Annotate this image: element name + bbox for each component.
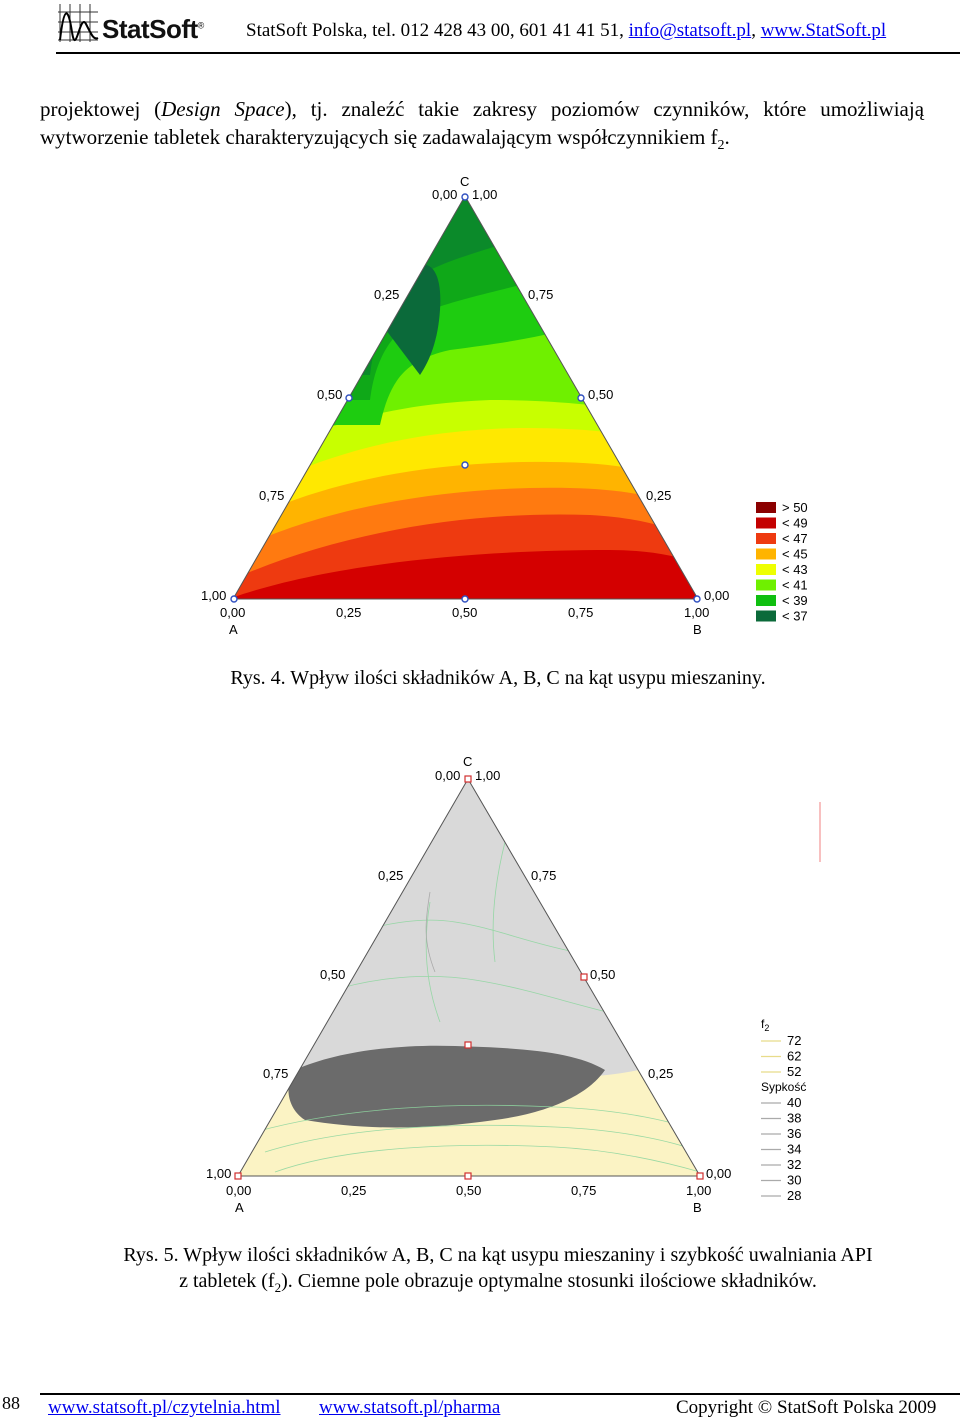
fig4-label-right-025: 0,25 [646,488,671,503]
fig5-label-bl-100: 1,00 [206,1166,231,1181]
fig4-label-left-025: 0,25 [374,287,399,302]
fig5-legend-sypkosc-label: 36 [787,1126,801,1141]
fig4-legend-label: < 37 [782,609,808,624]
fig5-tick-b075: 0,75 [571,1183,596,1198]
header-divider [56,52,960,54]
fig4-tick-b025: 0,25 [336,605,361,620]
fig5-label-right-075: 0,75 [531,868,556,883]
fig5-legend-title-f2: f2 [761,1017,769,1033]
fig4-legend-swatch [756,548,776,560]
fig4-legend-swatch [756,579,776,591]
figure-4-ternary-plot: C 0,00 1,00 0,25 0,75 0,50 0,50 0,75 0,2… [201,174,808,637]
fig4-legend-swatch [756,517,776,529]
fig4-legend-label: < 45 [782,547,808,562]
header-email-link[interactable]: info@statsoft.pl [628,20,752,41]
page-header: StatSoft® StatSoft Polska, tel. 012 428 … [0,0,960,62]
header-website-link[interactable]: www.StatSoft.pl [760,20,887,41]
intro-paragraph: projektowej (Design Space), tj. znaleźć … [40,97,925,154]
fig5-legend-title-sypkosc: Sypkość [761,1080,806,1094]
fig5-vertex-a: A [235,1200,244,1215]
fig5-legend-sypkosc-label: 40 [787,1095,801,1110]
fig4-label-br-000: 0,00 [704,588,729,603]
fig4-legend-label: < 49 [782,516,808,531]
fig5-legend-sypkosc-label: 30 [787,1173,801,1188]
fig5-vertex-c: C [463,754,472,769]
fig5-label-top-left: 0,00 [435,768,460,783]
figure-5-ternary-plot: C 0,00 1,00 0,25 0,75 0,50 0,50 0,75 0,2… [206,754,821,1215]
statsoft-logo-icon [58,4,99,42]
fig5-legend-sypkosc-label: 32 [787,1157,801,1172]
fig5-label-right-025: 0,25 [648,1066,673,1081]
fig4-tick-b100: 1,00 [684,605,709,620]
footer-pharma-link[interactable]: www.statsoft.pl/pharma [319,1397,501,1418]
fig5-label-left-075: 0,75 [263,1066,288,1081]
fig4-legend-swatch [756,533,776,544]
fig5-legend-sypkosc-label: 34 [787,1142,801,1157]
fig4-label-bl-100: 1,00 [201,588,226,603]
fig5-label-left-050: 0,50 [320,967,345,982]
fig4-label-right-050: 0,50 [588,387,613,402]
fig5-tick-b100: 1,00 [686,1183,711,1198]
fig4-legend-label: < 43 [782,562,808,577]
fig4-legend-swatch [756,610,776,622]
fig5-legend-sypkosc-label: 38 [787,1111,801,1126]
fig4-label-right-075: 0,75 [528,287,553,302]
fig4-legend-swatch [756,595,776,606]
fig4-legend-swatch [756,502,776,513]
fig5-tick-b000: 0,00 [226,1183,251,1198]
fig4-tick-b050: 0,50 [452,605,477,620]
fig4-legend-label: < 39 [782,593,808,608]
figure-5-caption-line1: Rys. 5. Wpływ ilości składników A, B, C … [123,1244,873,1266]
fig4-legend-label: < 47 [782,531,808,546]
fig5-legend-f2-label: 62 [787,1049,801,1064]
fig5-legend-f2-label: 72 [787,1033,801,1048]
header-contact: StatSoft Polska, tel. 012 428 43 00, 601… [246,20,887,41]
fig5-optimal-region [288,1045,605,1128]
fig4-vertex-c: C [460,174,469,189]
fig4-label-top-right: 1,00 [472,187,497,202]
fig5-label-left-025: 0,25 [378,868,403,883]
fig4-legend-label: > 50 [782,500,808,515]
fig4-legend: > 50< 49< 47< 45< 43< 41< 39< 37 [756,500,808,624]
fig4-legend-swatch [756,564,776,575]
figure-4-caption: Rys. 4. Wpływ ilości składników A, B, C … [230,667,766,689]
fig4-label-left-075: 0,75 [259,488,284,503]
fig5-label-top-right: 1,00 [475,768,500,783]
fig4-vertex-a: A [229,622,238,637]
footer-copyright: Copyright © StatSoft Polska 2009 [676,1397,937,1418]
fig5-tick-b025: 0,25 [341,1183,366,1198]
figure-5-caption-line2: z tabletek (f2). Ciemne pole obrazuje op… [179,1270,817,1295]
fig4-label-top-left: 0,00 [432,187,457,202]
fig5-legend-f2-label: 52 [787,1064,801,1079]
fig4-legend-label: < 41 [782,578,808,593]
fig4-tick-b000: 0,00 [220,605,245,620]
footer-divider [40,1393,960,1395]
fig5-label-right-050: 0,50 [590,967,615,982]
fig5-label-br-000: 0,00 [706,1166,731,1181]
fig4-tick-b075: 0,75 [568,605,593,620]
fig5-vertex-b: B [693,1200,702,1215]
page-number: 88 [2,1393,20,1413]
fig5-tick-b050: 0,50 [456,1183,481,1198]
fig4-vertex-b: B [693,622,702,637]
figure-5-caption: Rys. 5. Wpływ ilości składników A, B, C … [60,1242,936,1301]
fig5-legend-sypkosc-label: 28 [787,1188,801,1203]
footer-czytelnia-link[interactable]: www.statsoft.pl/czytelnia.html [48,1397,281,1418]
statsoft-logo-text: StatSoft® [102,14,204,44]
fig4-label-left-050: 0,50 [317,387,342,402]
